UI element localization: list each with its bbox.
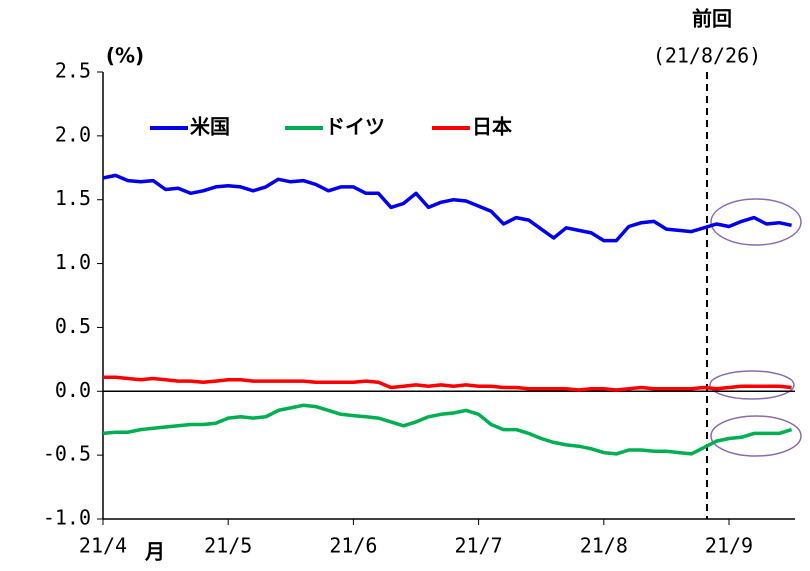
annotation: 前回 <box>692 7 732 31</box>
y-tick-label: 2.0 <box>55 122 91 146</box>
y-tick-label: 2.5 <box>55 59 91 83</box>
highlight-ellipse <box>710 198 802 246</box>
series-line <box>102 403 793 456</box>
series-line <box>102 173 792 243</box>
y-tick-label: 0.0 <box>55 378 91 402</box>
x-axis-label: 月 <box>144 540 165 564</box>
x-tick-label: 21/5 <box>204 534 252 558</box>
highlight-ellipse <box>710 415 802 457</box>
y-tick-label: -0.5 <box>43 442 91 466</box>
highlight-ellipse <box>709 370 795 400</box>
y-axis-label: (%) <box>106 44 144 68</box>
x-tick-label: 21/6 <box>329 534 377 558</box>
y-tick-label: 1.5 <box>55 186 91 210</box>
x-tick-label: 21/8 <box>580 534 628 558</box>
legend-label: 米国 <box>190 115 230 139</box>
x-tick-label: 21/9 <box>705 534 753 558</box>
x-tick-label: 21/4 <box>79 534 127 558</box>
y-tick-label: 1.0 <box>55 250 91 274</box>
x-tick-label: 21/7 <box>455 534 503 558</box>
legend-label: ドイツ <box>325 115 385 139</box>
annotation: (21/8/26) <box>653 44 761 68</box>
series-line <box>103 375 792 392</box>
y-tick-label: -1.0 <box>43 506 91 530</box>
y-tick-label: 0.5 <box>55 314 91 338</box>
legend-label: 日本 <box>472 115 512 139</box>
